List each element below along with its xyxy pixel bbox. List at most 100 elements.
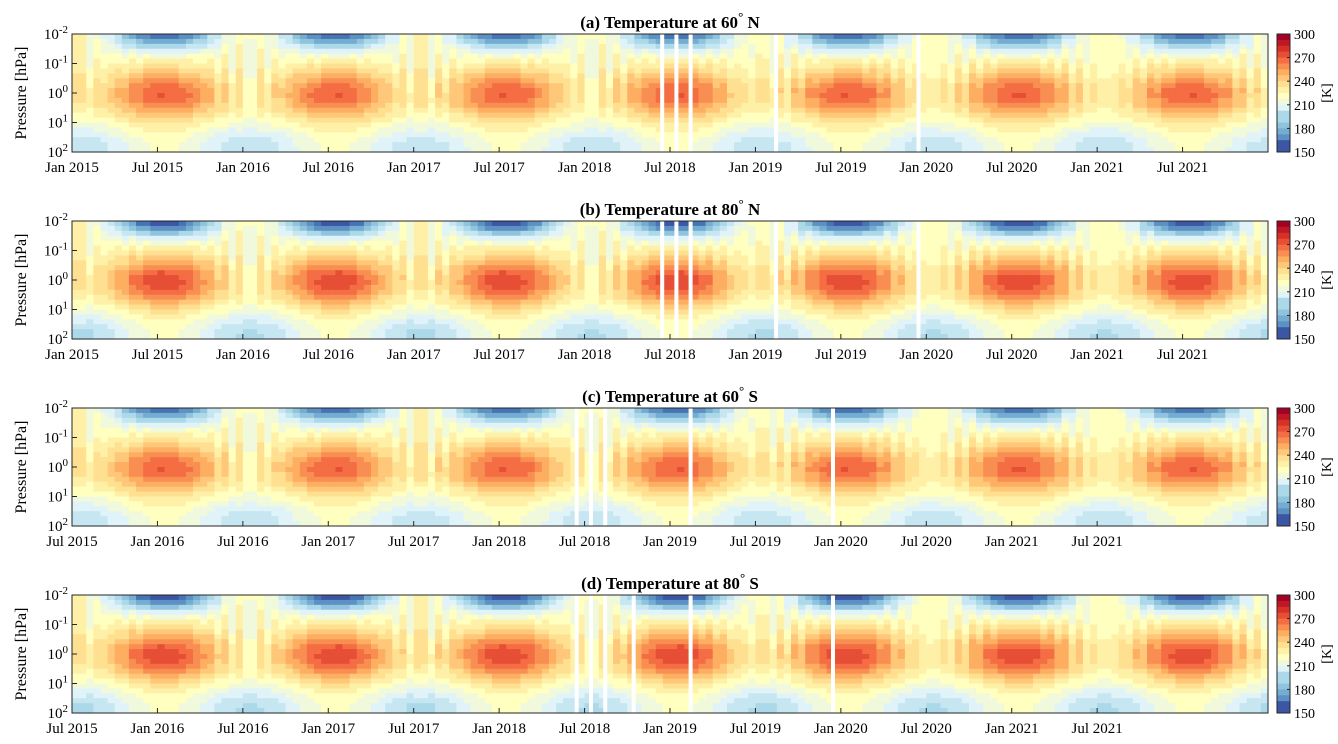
heatmap-cell [1054, 117, 1063, 124]
heatmap-cell [371, 43, 379, 50]
heatmap-cell [648, 127, 657, 133]
heatmap-cell [1161, 122, 1169, 129]
heatmap-cell [449, 132, 458, 138]
heatmap-cell [221, 221, 230, 227]
heatmap-cell [207, 88, 215, 94]
heatmap-cell [520, 107, 529, 114]
heatmap-cell [128, 78, 137, 84]
heatmap-cell [193, 73, 201, 79]
heatmap-cell [862, 112, 870, 119]
heatmap-cell [193, 334, 201, 340]
heatmap-cell [314, 63, 322, 70]
heatmap-cell [72, 250, 80, 257]
heatmap-cell [242, 255, 251, 261]
heatmap-cell [1175, 93, 1184, 99]
heatmap-cell [178, 230, 187, 237]
heatmap-cell [541, 38, 550, 45]
heatmap-cell [292, 112, 301, 119]
heatmap-cell [235, 137, 244, 143]
heatmap-cell [235, 225, 244, 232]
heatmap-cell [1246, 122, 1255, 129]
data-gap-stripe [774, 34, 779, 152]
heatmap-cell [150, 83, 159, 89]
heatmap-cell [584, 112, 593, 119]
heatmap-cell [1232, 88, 1241, 94]
heatmap-cell [499, 112, 507, 119]
heatmap-cell [100, 309, 109, 316]
heatmap-cell [477, 58, 486, 65]
heatmap-cell [193, 117, 201, 124]
heatmap-cell [93, 230, 102, 237]
heatmap-cell [143, 270, 151, 276]
heatmap-cell [940, 78, 949, 84]
heatmap-cell [314, 112, 322, 119]
heatmap-cell [534, 112, 543, 119]
heatmap-cell [1075, 97, 1084, 104]
heatmap-cell [1118, 102, 1127, 109]
heatmap-cell [1054, 48, 1063, 55]
heatmap-cell [93, 58, 102, 65]
heatmap-cell [100, 112, 109, 119]
heatmap-cell [990, 102, 999, 109]
heatmap-cell [698, 73, 707, 79]
heatmap-cell [1239, 93, 1248, 99]
heatmap-cell [470, 38, 479, 45]
heatmap-cell [890, 132, 899, 138]
heatmap-cell [1040, 107, 1048, 114]
heatmap-cell [954, 34, 963, 40]
heatmap-cell [249, 38, 258, 45]
heatmap-cell [93, 43, 102, 50]
heatmap-cell [278, 137, 287, 143]
heatmap-cell [926, 127, 935, 133]
heatmap-cell [506, 43, 514, 50]
heatmap-cell [769, 102, 778, 109]
heatmap-cell [328, 43, 337, 50]
heatmap-cell [121, 221, 130, 227]
heatmap-cell [342, 127, 351, 133]
heatmap-cell [406, 93, 415, 99]
heatmap-cell [271, 147, 280, 153]
heatmap-cell [249, 142, 258, 148]
heatmap-cell [598, 97, 607, 104]
heatmap-cell [1139, 107, 1148, 114]
heatmap-cell [356, 112, 365, 119]
heatmap-cell [371, 63, 379, 70]
heatmap-cell [299, 97, 308, 104]
heatmap-cell [342, 63, 351, 70]
heatmap-cell [150, 102, 159, 109]
heatmap-cell [214, 93, 223, 99]
heatmap-cell [271, 73, 280, 79]
heatmap-cell [235, 284, 244, 291]
heatmap-cell [420, 122, 429, 129]
heatmap-cell [862, 137, 870, 143]
heatmap-cell [157, 255, 166, 261]
heatmap-cell [584, 142, 593, 148]
heatmap-cell [79, 299, 87, 306]
heatmap-cell [314, 260, 322, 266]
heatmap-cell [321, 78, 329, 84]
heatmap-cell [826, 107, 835, 114]
heatmap-cell [513, 68, 522, 74]
heatmap-cell [235, 117, 244, 124]
heatmap-cell [1132, 107, 1141, 114]
heatmap-cell [947, 132, 956, 138]
x-tick-label: Jan 2021 [1070, 160, 1124, 176]
heatmap-cell [897, 73, 906, 79]
heatmap-cell [1125, 137, 1134, 143]
heatmap-cell [1068, 43, 1077, 50]
heatmap-cell [100, 58, 109, 65]
heatmap-cell [1018, 43, 1027, 50]
heatmap-cell [100, 334, 109, 340]
heatmap-cell [741, 63, 749, 70]
heatmap-cell [1054, 122, 1063, 129]
heatmap-cell [306, 275, 315, 281]
heatmap-cell [79, 122, 87, 129]
heatmap-cell [100, 319, 109, 325]
heatmap-cell [1104, 127, 1112, 133]
heatmap-cell [171, 225, 180, 232]
heatmap-cell [114, 299, 123, 306]
heatmap-cell [420, 137, 429, 143]
heatmap-cell [306, 48, 315, 55]
heatmap-cell [698, 102, 707, 109]
heatmap-cell [976, 58, 984, 65]
